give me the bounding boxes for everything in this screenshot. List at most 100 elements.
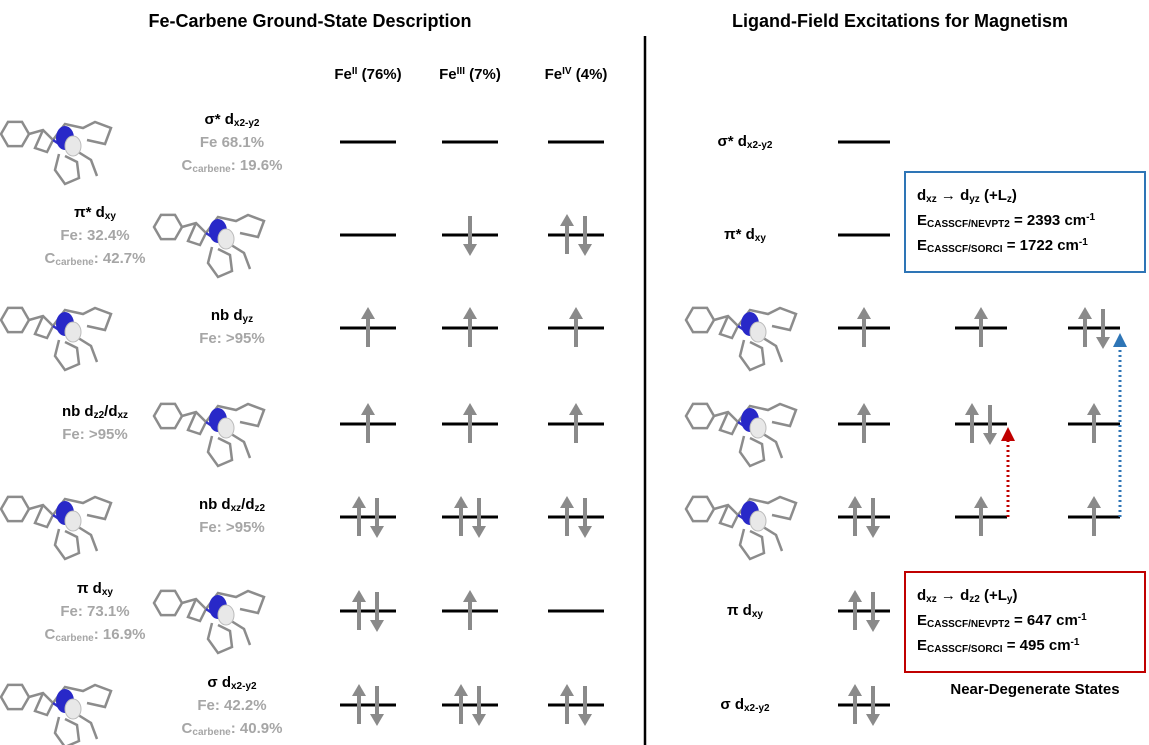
text-part: → d bbox=[937, 587, 970, 604]
text-part: xy bbox=[755, 233, 767, 244]
text-part: Fe: >95% bbox=[199, 330, 264, 347]
text-part: CASSCF/SORCI bbox=[927, 244, 1003, 255]
text-part: : 40.9% bbox=[231, 720, 283, 737]
text-part: nb d bbox=[62, 403, 94, 420]
text-part: : 16.9% bbox=[94, 626, 146, 643]
right-title: Ligand-Field Excitations for Magnetism bbox=[732, 11, 1068, 31]
text-part: -1 bbox=[1086, 212, 1095, 223]
text-part: σ d bbox=[720, 696, 744, 713]
text-part: C bbox=[182, 157, 193, 174]
text-part: Fe bbox=[545, 66, 563, 83]
text-part: ) bbox=[1012, 587, 1017, 604]
text-part: z2 bbox=[969, 594, 980, 605]
orbital-lobe bbox=[65, 511, 81, 531]
text-part: Fe 68.1% bbox=[200, 134, 264, 151]
orbital-lobe bbox=[750, 322, 766, 342]
text-part: xy bbox=[105, 211, 117, 222]
text-part: Fe bbox=[334, 66, 352, 83]
text-part: xz bbox=[926, 194, 937, 205]
text-part: E bbox=[917, 237, 927, 254]
text-part: π* d bbox=[724, 226, 755, 243]
text-part: : 19.6% bbox=[231, 157, 283, 174]
text-part: CASSCF/NEVPT2 bbox=[927, 619, 1010, 630]
figure: Fe-Carbene Ground-State Description Liga… bbox=[0, 0, 1149, 745]
text-part: Fe: 73.1% bbox=[60, 603, 129, 620]
text-part: yz bbox=[243, 314, 254, 325]
text-part: (4%) bbox=[572, 66, 608, 83]
orbital-lobe bbox=[218, 605, 234, 625]
text-part: xz bbox=[118, 410, 129, 421]
text-part: yz bbox=[969, 194, 980, 205]
orbital-weight: Fe 68.1% bbox=[200, 134, 264, 151]
text-part: x2-y2 bbox=[744, 703, 770, 714]
caption: Near-Degenerate States bbox=[950, 681, 1119, 698]
orbital-lobe bbox=[218, 418, 234, 438]
text-part: π d bbox=[727, 602, 752, 619]
text-part: xz bbox=[231, 503, 242, 514]
orbital-weight: Fe: 42.2% bbox=[197, 697, 266, 714]
text-part: xz bbox=[926, 594, 937, 605]
text-part: σ d bbox=[207, 674, 231, 691]
text-part: π* d bbox=[74, 204, 105, 221]
text-part: /d bbox=[104, 403, 117, 420]
text-part: : 42.7% bbox=[94, 250, 146, 267]
left-title: Fe-Carbene Ground-State Description bbox=[148, 11, 471, 31]
text-part: x2-y2 bbox=[231, 681, 257, 692]
text-part: = 647 cm bbox=[1010, 612, 1078, 629]
orbital-weight: Fe: >95% bbox=[199, 519, 264, 536]
text-part: Fe: 32.4% bbox=[60, 227, 129, 244]
column-header: FeIV (4%) bbox=[545, 66, 608, 83]
text-part: CASSCF/NEVPT2 bbox=[927, 219, 1010, 230]
text-part: nb d bbox=[199, 496, 231, 513]
orbital-lobe bbox=[750, 418, 766, 438]
text-part: -1 bbox=[1078, 612, 1087, 623]
text-part: σ* d bbox=[204, 111, 233, 128]
text-part: → d bbox=[937, 187, 970, 204]
text-part: E bbox=[917, 212, 927, 229]
text-part: Fe: >95% bbox=[62, 426, 127, 443]
text-part: (+L bbox=[980, 587, 1007, 604]
column-header: FeII (76%) bbox=[334, 66, 401, 83]
text-part: z2 bbox=[255, 503, 266, 514]
text-part: x2-y2 bbox=[234, 118, 260, 129]
text-part: (7%) bbox=[465, 66, 501, 83]
text-part: d bbox=[917, 587, 926, 604]
text-part: nb d bbox=[211, 307, 243, 324]
text-part: III bbox=[457, 66, 466, 77]
text-part: ) bbox=[1012, 187, 1017, 204]
text-part: carbene bbox=[192, 727, 231, 738]
text-part: xy bbox=[752, 609, 764, 620]
text-part: /d bbox=[241, 496, 254, 513]
text-part: E bbox=[917, 637, 927, 654]
text-part: = 1722 cm bbox=[1003, 237, 1079, 254]
text-part: xy bbox=[102, 587, 114, 598]
orbital-weight: Fe: 73.1% bbox=[60, 603, 129, 620]
orbital-lobe bbox=[65, 136, 81, 156]
text-part: (76%) bbox=[357, 66, 401, 83]
text-part: E bbox=[917, 612, 927, 629]
text-part: π d bbox=[77, 580, 102, 597]
text-part: -1 bbox=[1079, 237, 1088, 248]
text-part: Fe bbox=[439, 66, 457, 83]
text-part: C bbox=[45, 250, 56, 267]
text-part: carbene bbox=[192, 164, 231, 175]
text-part: -1 bbox=[1071, 637, 1080, 648]
text-part: C bbox=[182, 720, 193, 737]
text-part: = 495 cm bbox=[1003, 637, 1071, 654]
text-part: IV bbox=[562, 66, 572, 77]
text-part: σ* d bbox=[717, 133, 746, 150]
text-part: carbene bbox=[55, 633, 94, 644]
orbital-lobe bbox=[218, 229, 234, 249]
text-part: (+L bbox=[980, 187, 1007, 204]
text-part: d bbox=[917, 187, 926, 204]
text-part: Fe: >95% bbox=[199, 519, 264, 536]
text-part: carbene bbox=[55, 257, 94, 268]
column-header: FeIII (7%) bbox=[439, 66, 501, 83]
text-part: = 2393 cm bbox=[1010, 212, 1086, 229]
text-part: Fe: 42.2% bbox=[197, 697, 266, 714]
text-part: x2-y2 bbox=[747, 140, 773, 151]
orbital-lobe bbox=[750, 511, 766, 531]
text-part: C bbox=[45, 626, 56, 643]
orbital-weight: Fe: 32.4% bbox=[60, 227, 129, 244]
text-part: z2 bbox=[94, 410, 105, 421]
